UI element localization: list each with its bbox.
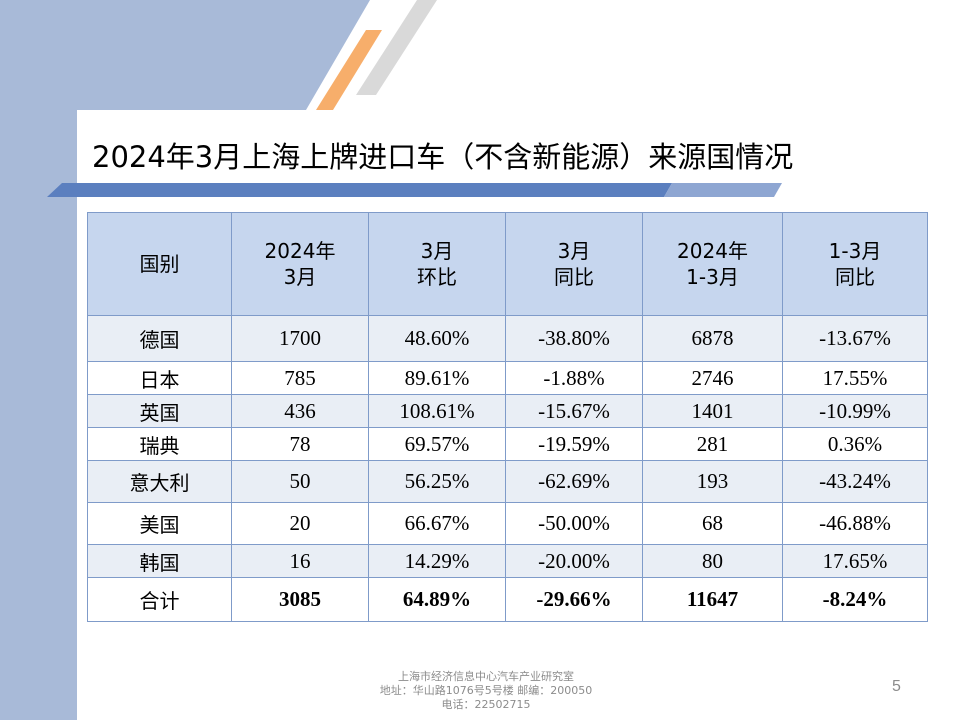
footer-contact: 上海市经济信息中心汽车产业研究室 地址：华山路1076号5号楼 邮编：20005… <box>356 670 616 712</box>
cell-ytd-yoy: 0.36% <box>782 427 928 461</box>
cell-march-yoy: -1.88% <box>505 361 643 395</box>
footer-phone: 电话：22502715 <box>441 698 531 711</box>
country-cell: 德国 <box>87 315 232 362</box>
table-header-row: 国别 2024年 3月 3月 环比 3月 同比 2024年 1-3月 1-3月 … <box>87 212 928 316</box>
cell-ytd-units: 193 <box>642 460 783 503</box>
top-band <box>0 0 370 110</box>
header-march-mom: 3月 环比 <box>368 212 506 316</box>
cell-march-mom: 108.61% <box>368 394 506 428</box>
table-total-row: 合计 3085 64.89% -29.66% 11647 -8.24% <box>87 577 928 622</box>
table-row: 瑞典 78 69.57% -19.59% 281 0.36% <box>87 427 928 461</box>
country-cell: 日本 <box>87 361 232 395</box>
cell-march-yoy: -38.80% <box>505 315 643 362</box>
header-jan-mar-2024: 2024年 1-3月 <box>642 212 783 316</box>
cell-march-mom: 14.29% <box>368 544 506 578</box>
header-country: 国别 <box>87 212 232 316</box>
total-ytd-yoy: -8.24% <box>782 577 928 622</box>
cell-ytd-yoy: -10.99% <box>782 394 928 428</box>
cell-ytd-units: 2746 <box>642 361 783 395</box>
cell-march-units: 1700 <box>231 315 369 362</box>
cell-ytd-units: 1401 <box>642 394 783 428</box>
cell-ytd-yoy: -43.24% <box>782 460 928 503</box>
country-cell: 美国 <box>87 502 232 545</box>
cell-march-mom: 89.61% <box>368 361 506 395</box>
cell-ytd-yoy: 17.55% <box>782 361 928 395</box>
cell-march-yoy: -50.00% <box>505 502 643 545</box>
total-label: 合计 <box>87 577 232 622</box>
cell-march-units: 785 <box>231 361 369 395</box>
title-underline-bar-light <box>664 183 782 197</box>
cell-ytd-units: 80 <box>642 544 783 578</box>
table-row: 英国 436 108.61% -15.67% 1401 -10.99% <box>87 394 928 428</box>
cell-ytd-units: 281 <box>642 427 783 461</box>
country-cell: 英国 <box>87 394 232 428</box>
cell-ytd-yoy: -13.67% <box>782 315 928 362</box>
cell-march-units: 16 <box>231 544 369 578</box>
page-title: 2024年3月上海上牌进口车（不含新能源）来源国情况 <box>92 140 794 174</box>
table-row: 意大利 50 56.25% -62.69% 193 -43.24% <box>87 460 928 503</box>
cell-ytd-units: 6878 <box>642 315 783 362</box>
title-underline-bar <box>47 183 672 197</box>
cell-march-yoy: -20.00% <box>505 544 643 578</box>
cell-march-units: 20 <box>231 502 369 545</box>
table-row: 日本 785 89.61% -1.88% 2746 17.55% <box>87 361 928 395</box>
cell-ytd-units: 68 <box>642 502 783 545</box>
footer-address: 地址：华山路1076号5号楼 邮编：200050 <box>379 684 593 697</box>
cell-march-mom: 56.25% <box>368 460 506 503</box>
country-cell: 韩国 <box>87 544 232 578</box>
import-source-table: 国别 2024年 3月 3月 环比 3月 同比 2024年 1-3月 1-3月 … <box>87 212 928 622</box>
cell-march-mom: 66.67% <box>368 502 506 545</box>
cell-march-mom: 69.57% <box>368 427 506 461</box>
country-cell: 瑞典 <box>87 427 232 461</box>
table-row: 德国 1700 48.60% -38.80% 6878 -13.67% <box>87 315 928 362</box>
cell-march-units: 78 <box>231 427 369 461</box>
country-cell: 意大利 <box>87 460 232 503</box>
cell-march-yoy: -19.59% <box>505 427 643 461</box>
total-ytd-units: 11647 <box>642 577 783 622</box>
table-row: 美国 20 66.67% -50.00% 68 -46.88% <box>87 502 928 545</box>
cell-ytd-yoy: -46.88% <box>782 502 928 545</box>
cell-march-yoy: -15.67% <box>505 394 643 428</box>
cell-ytd-yoy: 17.65% <box>782 544 928 578</box>
header-march-2024: 2024年 3月 <box>231 212 369 316</box>
cell-march-units: 50 <box>231 460 369 503</box>
cell-march-yoy: -62.69% <box>505 460 643 503</box>
table-row: 韩国 16 14.29% -20.00% 80 17.65% <box>87 544 928 578</box>
footer-org: 上海市经济信息中心汽车产业研究室 <box>398 670 574 683</box>
total-march-mom: 64.89% <box>368 577 506 622</box>
total-march-yoy: -29.66% <box>505 577 643 622</box>
header-jan-mar-yoy: 1-3月 同比 <box>782 212 928 316</box>
total-march-units: 3085 <box>231 577 369 622</box>
cell-march-units: 436 <box>231 394 369 428</box>
header-march-yoy: 3月 同比 <box>505 212 643 316</box>
cell-march-mom: 48.60% <box>368 315 506 362</box>
page-number: 5 <box>892 678 901 695</box>
side-band <box>0 0 77 720</box>
